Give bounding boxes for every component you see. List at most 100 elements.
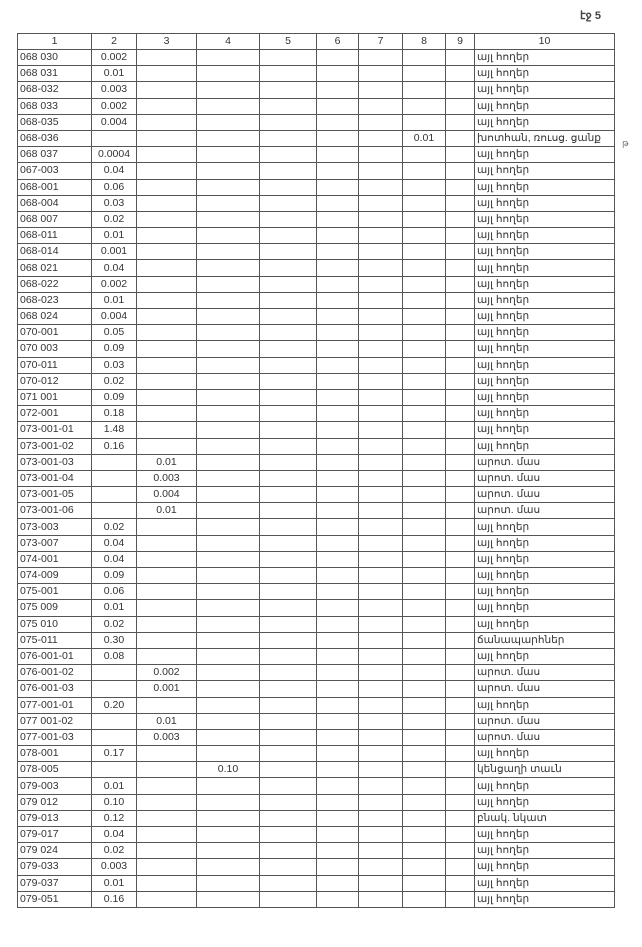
area-value-col7 [358, 680, 403, 698]
area-value-col5 [259, 566, 317, 585]
area-value-col3 [136, 631, 197, 649]
area-value-col9 [445, 874, 475, 892]
area-value-col8 [402, 745, 446, 763]
land-type: այլ հողեր [474, 534, 615, 552]
area-value-col3 [136, 388, 197, 407]
parcel-code: 073-001-04 [17, 469, 92, 488]
parcel-code: 073-001-06 [17, 502, 92, 520]
area-value-col9 [445, 761, 475, 779]
area-value-col9 [445, 793, 475, 811]
land-type: այլ հողեր [474, 275, 615, 293]
area-value-col5 [259, 550, 317, 569]
area-value-col3 [136, 227, 197, 245]
area-value-col2: 0.001 [91, 243, 137, 261]
area-value-col5 [259, 631, 317, 649]
parcel-code: 072-001 [17, 405, 92, 423]
area-value-col9 [445, 243, 475, 261]
area-value-col8 [402, 874, 446, 892]
area-value-col6 [316, 259, 359, 277]
area-value-col2: 0.003 [91, 858, 137, 876]
parcel-code: 074-009 [17, 566, 92, 585]
header-row: 1 2 3 4 5 6 7 8 9 10 [17, 33, 615, 50]
area-value-col6 [316, 388, 359, 407]
land-type: այլ հողեր [474, 405, 615, 423]
area-value-col5 [259, 793, 317, 811]
area-value-col4 [196, 793, 260, 811]
area-value-col4 [196, 453, 260, 471]
area-value-col5 [259, 583, 317, 601]
area-value-col3 [136, 340, 197, 358]
area-value-col2: 0.04 [91, 550, 137, 569]
area-value-col9 [445, 340, 475, 358]
table-row: 068-004 0.03 այլ հողեր [17, 194, 615, 212]
area-value-col6 [316, 793, 359, 811]
area-value-col7 [358, 340, 403, 358]
area-value-col9 [445, 550, 475, 569]
parcel-code: 068-032 [17, 81, 92, 99]
area-value-col4 [196, 599, 260, 617]
area-value-col6 [316, 178, 359, 196]
table-row: 073-003 0.02 այլ հողեր [17, 518, 615, 536]
area-value-col5 [259, 874, 317, 892]
area-value-col5 [259, 486, 317, 504]
area-value-col6 [316, 631, 359, 649]
area-value-col3 [136, 259, 197, 277]
table-row: 068-011 0.01 այլ հողեր [17, 227, 615, 245]
area-value-col6 [316, 486, 359, 504]
area-value-col6 [316, 291, 359, 310]
area-value-col2: 0.004 [91, 307, 137, 326]
area-value-col2: 0.02 [91, 842, 137, 860]
area-value-col4 [196, 647, 260, 666]
table-row: 068 021 0.04 այլ հողեր [17, 259, 615, 277]
area-value-col5 [259, 761, 317, 779]
area-value-col2: 0.03 [91, 194, 137, 212]
area-value-col3 [136, 372, 197, 390]
area-value-col4 [196, 113, 260, 131]
area-value-col7 [358, 550, 403, 569]
land-type: բնակ. նկատ [474, 809, 615, 828]
table-row: 068 033 0.002 այլ հողեր [17, 97, 615, 115]
parcel-code: 071 001 [17, 388, 92, 407]
area-value-col9 [445, 712, 475, 730]
table-row: 075 009 0.01 այլ հողեր [17, 599, 615, 617]
area-value-col9 [445, 858, 475, 876]
area-value-col7 [358, 534, 403, 552]
area-value-col2: 0.09 [91, 566, 137, 585]
area-value-col2: 0.03 [91, 356, 137, 374]
area-value-col6 [316, 437, 359, 455]
area-value-col7 [358, 664, 403, 682]
land-type: արոտ. մաս [474, 712, 615, 730]
area-value-col6 [316, 275, 359, 293]
area-value-col5 [259, 81, 317, 99]
area-value-col2: 0.01 [91, 65, 137, 83]
column-header-1: 1 [17, 33, 92, 50]
area-value-col8 [402, 146, 446, 164]
area-value-col8 [402, 307, 446, 326]
area-value-col7 [358, 712, 403, 730]
area-value-col4 [196, 405, 260, 423]
area-value-col8 [402, 583, 446, 601]
area-value-col6 [316, 113, 359, 131]
area-value-col3: 0.01 [136, 712, 197, 730]
area-value-col9 [445, 324, 475, 342]
table-row: 073-007 0.04 այլ հողեր [17, 534, 615, 552]
area-value-col6 [316, 324, 359, 342]
area-value-col2: 0.01 [91, 599, 137, 617]
area-value-col7 [358, 178, 403, 196]
area-value-col7 [358, 194, 403, 212]
table-row: 073-001-06 0.01 արոտ. մաս [17, 502, 615, 520]
area-value-col2: 0.01 [91, 291, 137, 310]
parcel-code: 077-001-03 [17, 728, 92, 747]
land-type: այլ հողեր [474, 647, 615, 666]
parcel-code: 076-001-01 [17, 647, 92, 666]
area-value-col9 [445, 534, 475, 552]
area-value-col8 [402, 453, 446, 471]
land-type: այլ հողեր [474, 696, 615, 714]
area-value-col7 [358, 761, 403, 779]
land-type: այլ հողեր [474, 324, 615, 342]
area-value-col3 [136, 842, 197, 860]
parcel-code: 068 030 [17, 48, 92, 67]
area-value-col6 [316, 372, 359, 390]
area-value-col8 [402, 421, 446, 439]
area-value-col5 [259, 65, 317, 83]
